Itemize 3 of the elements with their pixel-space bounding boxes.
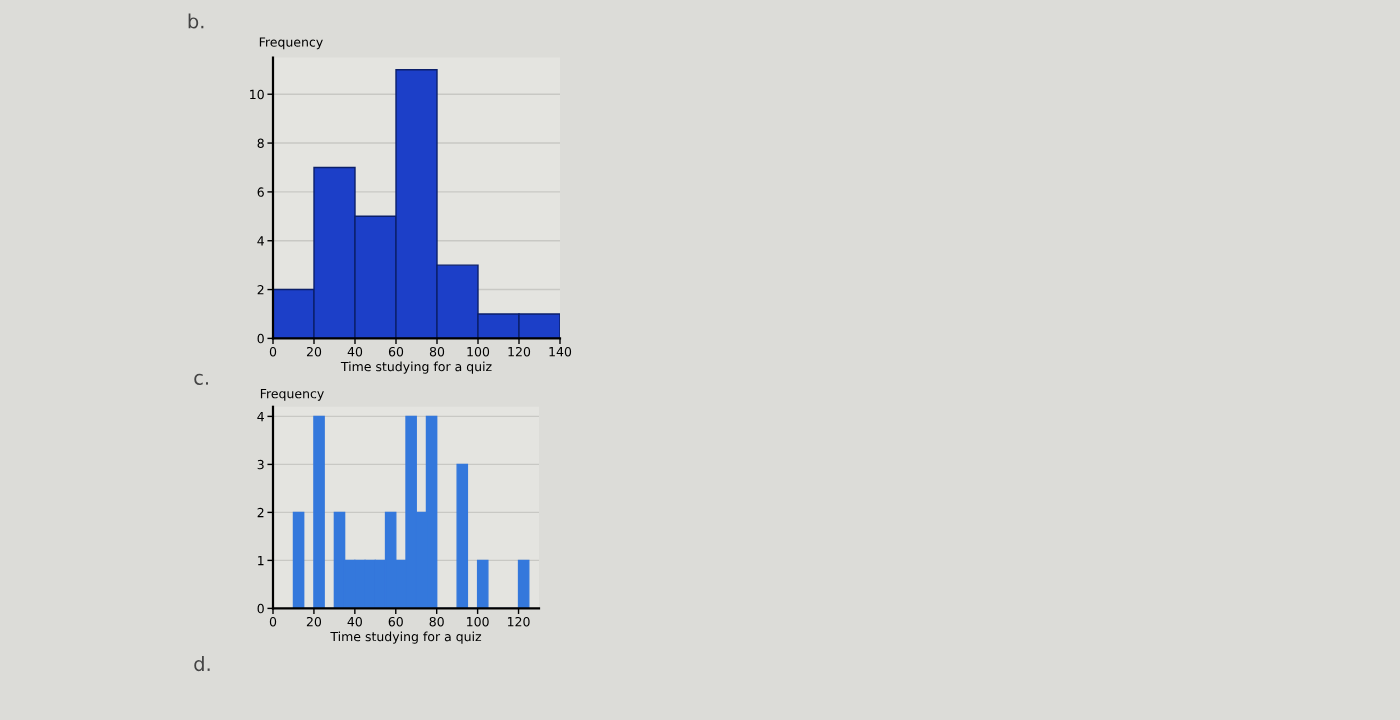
text: c. (194, 373, 208, 385)
text: b. (188, 13, 204, 29)
text: d. (194, 656, 210, 672)
